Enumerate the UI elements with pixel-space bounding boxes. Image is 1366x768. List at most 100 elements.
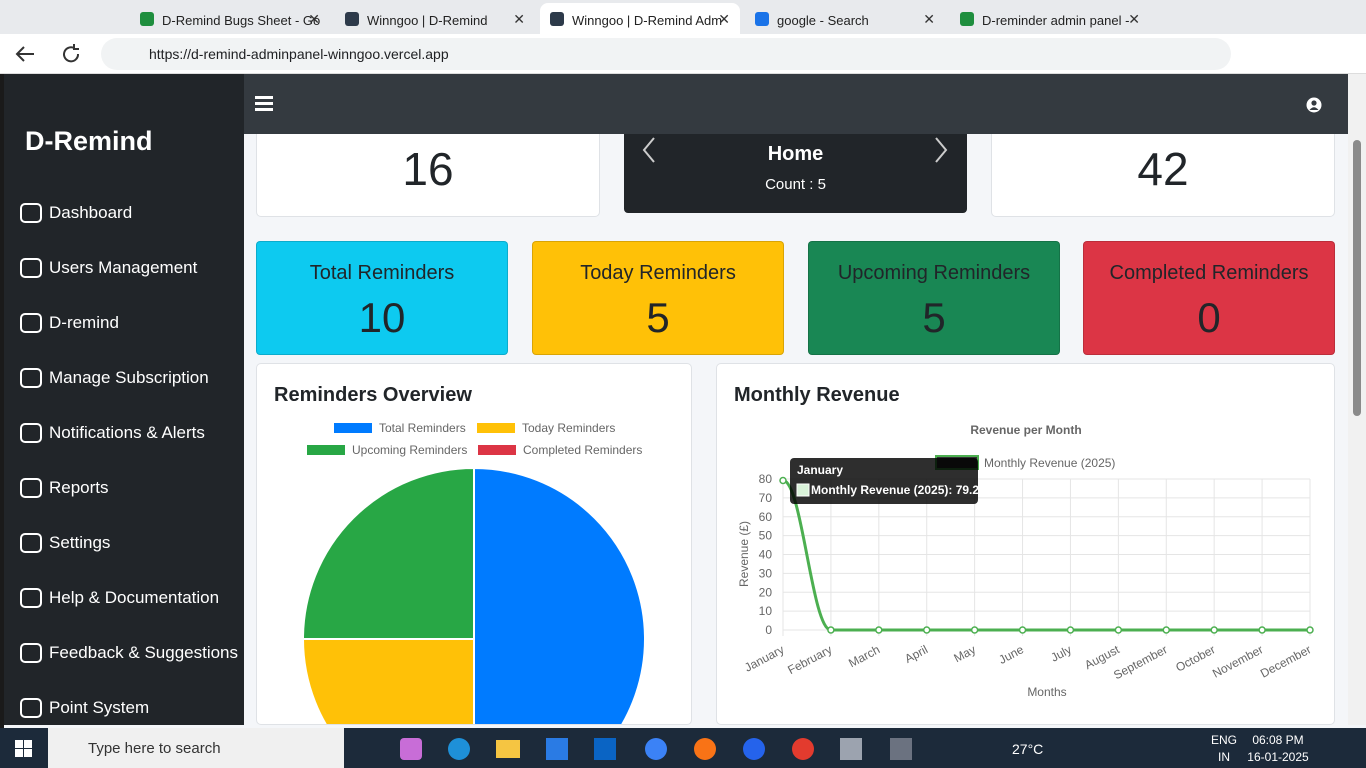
browser-tab[interactable]: D-reminder admin panel - ✕	[950, 3, 1150, 34]
stat-value: 16	[402, 143, 454, 195]
chart-subtitle: Revenue per Month	[970, 423, 1081, 437]
y-tick-label: 80	[759, 472, 773, 486]
nav-icon	[20, 588, 42, 608]
line-point	[779, 476, 787, 485]
legend-label: Total Reminders	[379, 421, 466, 435]
carousel-arrows[interactable]	[640, 136, 952, 164]
nav-item[interactable]: Feedback & Suggestions	[49, 643, 239, 662]
sidebar: D-Remind Dashboard Users Management D-remi…	[4, 74, 244, 725]
stat-card: 16	[256, 134, 600, 217]
taskbar-apps[interactable]	[350, 734, 930, 764]
tooltip-box	[790, 458, 978, 504]
legend-label: Upcoming Reminders	[352, 443, 467, 457]
legend-swatch	[334, 423, 372, 433]
stat-card: 42	[991, 134, 1335, 217]
nav-item[interactable]: Users Management	[49, 258, 198, 277]
summary-value: 5	[646, 294, 670, 341]
y-tick-label: 0	[765, 623, 772, 637]
line-point	[1210, 626, 1218, 634]
pie-slice	[301, 466, 475, 640]
summary-card: Upcoming Reminders 5	[808, 241, 1060, 355]
nav-item[interactable]: Manage Subscription	[49, 368, 209, 387]
clock-date[interactable]: 16-01-2025	[1247, 750, 1309, 764]
weather[interactable]: 27°C	[1012, 741, 1044, 757]
nav-item[interactable]: Reports	[49, 478, 109, 497]
tab-close[interactable]: ✕	[923, 11, 935, 27]
tab-close[interactable]: ✕	[1128, 11, 1140, 27]
lang[interactable]: ENG	[1210, 733, 1237, 747]
nav-item[interactable]: Dashboard	[49, 203, 133, 222]
tab-close[interactable]: ✕	[308, 11, 320, 27]
browser-tab[interactable]: D-Remind Bugs Sheet - Go ✕	[130, 3, 330, 34]
nav-item[interactable]: Help & Documentation	[49, 588, 220, 607]
carousel-count: Count : 5	[765, 176, 826, 193]
tooltip-swatch	[796, 483, 810, 497]
pie-slice	[473, 466, 646, 724]
scroll-thumb[interactable]	[1353, 140, 1361, 416]
x-tick-label: December	[1258, 642, 1313, 680]
line-chart: Monthly Revenue Revenue per Month 0 10 20 30 4…	[734, 384, 1314, 699]
x-tick-label: March	[846, 642, 882, 670]
line-point	[922, 626, 931, 634]
y-tick-label: 20	[759, 585, 773, 599]
browser-tab[interactable]: Winngoo | D-Remind ✕	[335, 3, 535, 34]
browser-tab[interactable]: Winngoo | D-Remind Adm ✕	[540, 3, 740, 34]
pie-card: Reminders Overview Total Reminders Today R…	[256, 363, 692, 725]
address-bar: https://d-remind-adminpanel-winngoo.verc…	[0, 34, 1366, 74]
line-point	[1258, 626, 1266, 634]
url-field[interactable]: https://d-remind-adminpanel-winngoo.verc…	[101, 38, 1231, 70]
y-tick-label: 30	[759, 566, 773, 580]
tab-title: D-Remind Bugs Sheet - Go	[162, 13, 321, 28]
nav-icon	[20, 258, 42, 278]
tab-close[interactable]: ✕	[513, 11, 525, 27]
nav-item[interactable]: Settings	[49, 533, 111, 552]
summary-value: 0	[1197, 294, 1221, 341]
nav-item[interactable]: Notifications & Alerts	[49, 423, 205, 442]
nav-item[interactable]: Point System	[49, 698, 150, 717]
line-point	[1066, 626, 1075, 634]
start-button[interactable]	[15, 740, 33, 758]
x-tick-label: January	[742, 642, 786, 674]
carousel-title: Home	[767, 143, 824, 165]
tooltip-label: Monthly Revenue (2025): 79.2	[811, 483, 979, 497]
summary-card: Today Reminders 5	[532, 241, 784, 355]
summary-value: 10	[358, 294, 406, 341]
tab-icon	[345, 12, 359, 26]
legend-label: Monthly Revenue (2025)	[984, 456, 1115, 470]
summary-title: Today Reminders	[580, 262, 736, 284]
scrollbar[interactable]	[1348, 74, 1366, 725]
summary-title: Completed Reminders	[1109, 262, 1309, 284]
nav-icon	[20, 643, 42, 663]
nav-icon	[20, 203, 42, 223]
browser-tab[interactable]: google - Search ✕	[745, 3, 945, 34]
nav-icon	[20, 698, 42, 718]
summary-title: Upcoming Reminders	[837, 262, 1031, 284]
line-point	[1162, 626, 1171, 634]
pie-chart: Reminders Overview Total Reminders Today R…	[274, 384, 646, 724]
brand: D-Remind	[25, 126, 153, 156]
line-point	[875, 626, 883, 634]
y-tick-label: 40	[759, 548, 773, 562]
menu-toggle[interactable]	[255, 95, 275, 113]
region[interactable]: IN	[1218, 750, 1230, 764]
nav-buttons[interactable]	[14, 43, 84, 65]
x-tick-label: February	[785, 642, 834, 677]
tab-close[interactable]: ✕	[718, 11, 730, 27]
search-box[interactable]: Type here to search	[48, 728, 344, 768]
nav-icon	[20, 313, 42, 333]
legend-swatch	[307, 445, 345, 455]
tab-title: Winngoo | D-Remind Adm	[572, 13, 723, 28]
x-tick-label: May	[951, 642, 978, 665]
clock-time[interactable]: 06:08 PM	[1252, 733, 1304, 747]
tab-title: google - Search	[777, 13, 869, 28]
legend-swatch	[478, 445, 516, 455]
tab-icon	[960, 12, 974, 26]
legend-label: Completed Reminders	[523, 443, 642, 457]
nav-item[interactable]: D-remind	[49, 313, 119, 332]
x-tick-label: September	[1111, 642, 1169, 682]
stat-value: 42	[1137, 143, 1189, 195]
user-icon[interactable]	[1306, 97, 1322, 113]
nav-icon	[20, 423, 42, 443]
window-frame	[0, 74, 4, 728]
pie-slice	[301, 638, 475, 724]
